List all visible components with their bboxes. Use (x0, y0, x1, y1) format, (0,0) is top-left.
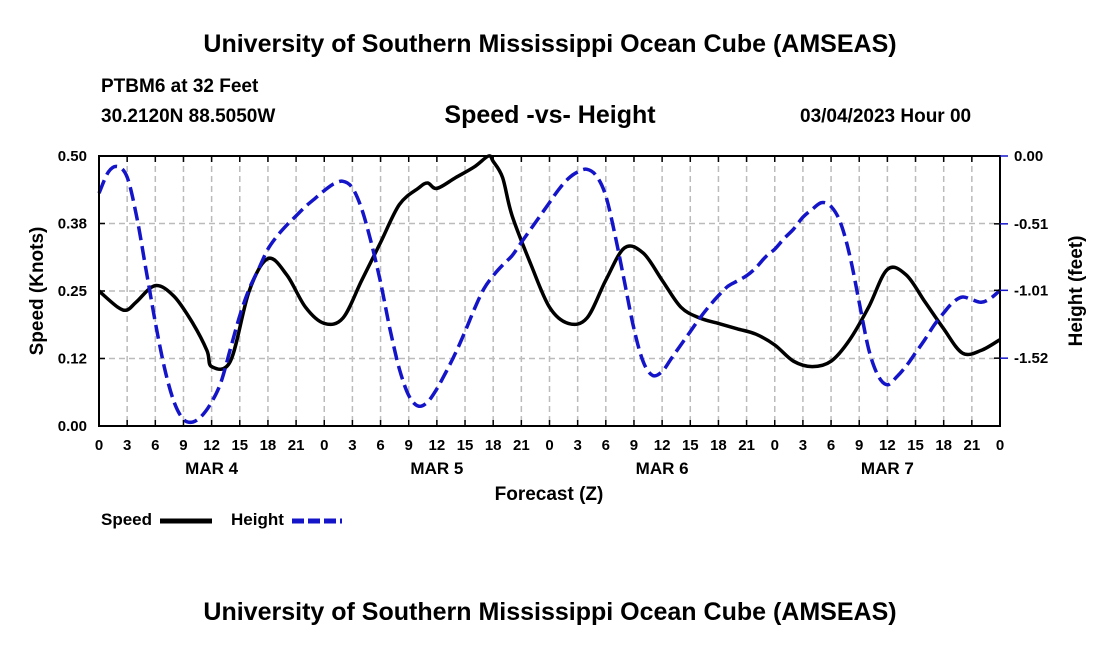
y-tick-label: 0.50 (58, 148, 87, 165)
station-label: PTBM6 at 32 Feet (101, 76, 259, 97)
x-tick-label: 3 (123, 437, 131, 454)
x-tick-label: 18 (935, 437, 952, 454)
x-tick-label: 9 (630, 437, 638, 454)
x-tick-label: 12 (429, 437, 446, 454)
x-tick-label: 9 (855, 437, 863, 454)
x-tick-label: 9 (179, 437, 187, 454)
x-tick-label: 6 (376, 437, 384, 454)
station-coordinates: 30.2120N 88.5050W (101, 106, 276, 127)
y2-tick-label: -1.52 (1014, 350, 1048, 367)
legend: Speed Height (101, 510, 342, 529)
y-axis-label-speed: Speed (Knots) (27, 227, 48, 356)
x-tick-label: 12 (203, 437, 220, 454)
forecast-datetime: 03/04/2023 Hour 00 (800, 106, 972, 127)
x-tick-label: 6 (151, 437, 159, 454)
x-tick-label: 3 (573, 437, 581, 454)
series-height-line (97, 164, 1002, 425)
x-axis-label: Forecast (Z) (495, 484, 604, 505)
series-speed-line (97, 154, 1001, 372)
x-tick-label: 6 (602, 437, 610, 454)
y-tick-label: 0.12 (58, 351, 87, 368)
x-tick-label: 0 (95, 437, 103, 454)
legend-height-label: Height (231, 510, 284, 529)
x-tick-label: 15 (457, 437, 474, 454)
x-tick-label: 12 (654, 437, 671, 454)
x-tick-label: 21 (964, 437, 981, 454)
y2-tick-label: -1.01 (1014, 282, 1048, 299)
x-tick-label: 0 (545, 437, 553, 454)
x-tick-label: 15 (682, 437, 699, 454)
x-tick-label: 6 (827, 437, 835, 454)
chart-subtitle: Speed -vs- Height (444, 101, 656, 129)
x-tick-label: 0 (996, 437, 1004, 454)
day-label: MAR 5 (410, 459, 463, 478)
x-tick-label: 12 (879, 437, 896, 454)
x-tick-label: 18 (710, 437, 727, 454)
y-axis-label-height: Height (feet) (1066, 236, 1087, 347)
y2-tick-label: -0.51 (1014, 216, 1048, 233)
y-tick-label: 0.38 (58, 216, 87, 233)
y-tick-label: 0.25 (58, 283, 87, 300)
x-tick-label: 0 (771, 437, 779, 454)
x-tick-label: 0 (320, 437, 328, 454)
chart-main-title: University of Southern Mississippi Ocean… (203, 30, 897, 58)
x-tick-label: 15 (907, 437, 924, 454)
axes: 0 3 6 9 12 15 18 21 0 3 6 9 12 15 18 21 0 3 6 9 12 15 18 21 0 3 6 9… (58, 148, 1048, 478)
legend-speed-label: Speed (101, 510, 152, 529)
footer-title: University of Southern Mississippi Ocean… (203, 598, 897, 626)
x-tick-label: 21 (738, 437, 755, 454)
grid-lines (99, 156, 1000, 426)
y2-tick-label: 0.00 (1014, 148, 1043, 165)
data-series (97, 154, 1002, 425)
x-tick-label: 15 (231, 437, 248, 454)
day-label: MAR 7 (861, 459, 914, 478)
day-label: MAR 6 (636, 459, 689, 478)
x-tick-label: 9 (405, 437, 413, 454)
x-tick-label: 21 (513, 437, 530, 454)
y-tick-label: 0.00 (58, 418, 87, 435)
x-tick-label: 3 (348, 437, 356, 454)
x-tick-label: 18 (485, 437, 502, 454)
x-tick-label: 21 (288, 437, 305, 454)
x-tick-label: 18 (260, 437, 277, 454)
x-tick-label: 3 (799, 437, 807, 454)
day-label: MAR 4 (185, 459, 238, 478)
